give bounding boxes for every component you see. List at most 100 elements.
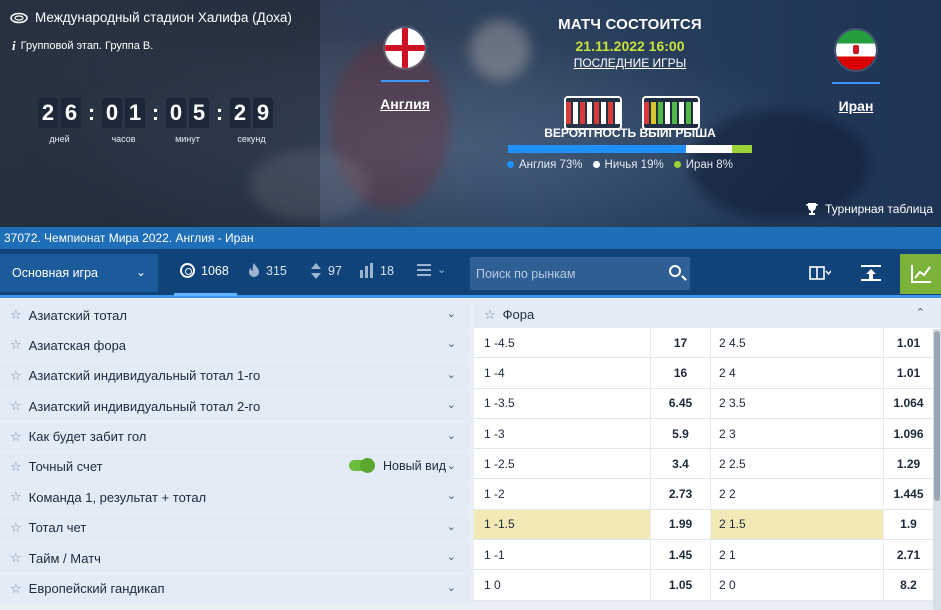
star-icon[interactable]: ☆ — [10, 398, 22, 414]
market-group-select[interactable]: Основная игра ⌄ — [0, 254, 158, 292]
star-icon[interactable]: ☆ — [10, 580, 22, 596]
odds-team2[interactable]: 1.9 — [883, 509, 933, 540]
outcome-team1[interactable]: 1 -3 — [484, 426, 505, 441]
outcome-team2[interactable]: 2 3 — [710, 418, 883, 449]
outcome-team1[interactable]: 1 -4 — [484, 365, 505, 380]
outcome-team1[interactable]: 1 -1 — [484, 547, 505, 562]
outcome-team2[interactable]: 2 1.5 — [710, 509, 883, 540]
outcome-team2[interactable]: 2 3.5 — [710, 388, 883, 418]
odds-team1[interactable]: 5.9 — [650, 418, 710, 449]
stats-chart-button[interactable] — [900, 254, 941, 294]
probability-segment-draw — [686, 145, 733, 153]
market-search-input[interactable] — [476, 266, 656, 281]
new-view-toggle-wrap: Новый вид — [349, 458, 446, 474]
form-bar — [686, 102, 691, 124]
layout-toggle-button[interactable] — [798, 254, 842, 292]
outcome-team2[interactable]: 2 2 — [710, 479, 883, 509]
filter-all-markets[interactable]: 1068 — [180, 263, 229, 278]
odds-team2[interactable]: 1.096 — [883, 418, 933, 449]
market-item[interactable]: ☆ Азиатский тотал ⌄ — [0, 301, 470, 329]
market-item[interactable]: ☆ Тайм / Матч ⌄ — [0, 544, 470, 573]
collapse-all-button[interactable] — [852, 254, 890, 292]
odds-team2[interactable]: 1.29 — [883, 449, 933, 479]
market-item[interactable]: ☆ Азиатский индивидуальный тотал 1-го ⌄ — [0, 361, 470, 390]
search-icon[interactable] — [669, 265, 681, 277]
market-label: Европейский гандикап — [28, 581, 165, 597]
odds-team2[interactable]: 1.064 — [883, 388, 933, 418]
outcome-team1[interactable]: 1 -1.5 — [474, 509, 650, 540]
market-item[interactable]: ☆ Азиатская фора ⌄ — [0, 331, 470, 360]
team-away-link[interactable]: Иран — [838, 98, 874, 114]
filter-list-dropdown[interactable]: ⌄ — [417, 263, 446, 276]
star-icon[interactable]: ☆ — [10, 337, 22, 353]
star-icon[interactable]: ☆ — [10, 519, 22, 535]
scrollbar[interactable] — [933, 329, 941, 610]
outcome-team1[interactable]: 1 -4.5 — [484, 335, 515, 350]
filter-movement-markets[interactable]: 97 — [310, 263, 342, 279]
odds-team1[interactable]: 17 — [650, 328, 710, 358]
outcome-team2[interactable]: 2 4.5 — [710, 328, 883, 358]
odds-team1[interactable]: 2.73 — [650, 479, 710, 509]
iran-flag-icon — [836, 30, 876, 70]
outcome-team1[interactable]: 1 -2.5 — [484, 456, 515, 471]
star-icon[interactable]: ☆ — [484, 306, 496, 322]
up-down-arrows-icon — [311, 263, 321, 279]
filter-hot-markets[interactable]: 315 — [248, 263, 287, 278]
handicap-row: 1 -3.5 6.45 2 3.5 1.064 — [474, 388, 941, 419]
legend-iran: Иран 8% — [673, 159, 733, 171]
market-item[interactable]: ☆ Точный счет Новый вид ⌄ — [0, 452, 470, 481]
market-item[interactable]: ☆ Как будет забит гол ⌄ — [0, 422, 470, 451]
background-shape — [690, 110, 870, 220]
flame-icon — [249, 263, 259, 277]
odds-team2[interactable]: 2.71 — [883, 540, 933, 570]
odds-team2[interactable]: 1.01 — [883, 328, 933, 358]
market-label: Азиатский индивидуальный тотал 2-го — [28, 398, 261, 414]
star-icon[interactable]: ☆ — [10, 307, 22, 322]
market-item[interactable]: ☆ Команда 1, результат + тотал ⌄ — [0, 483, 470, 512]
tournament-table-link[interactable]: Турнирная таблица — [805, 202, 933, 216]
form-bar — [672, 102, 677, 124]
probability-segment-england — [508, 145, 687, 153]
odds-team1[interactable]: 1.99 — [650, 509, 710, 540]
odds-team1[interactable]: 6.45 — [650, 388, 710, 418]
market-label: Тайм / Матч — [28, 550, 101, 566]
odds-team2[interactable]: 1.445 — [883, 479, 933, 509]
count-hot: 315 — [266, 263, 287, 278]
team-home-link[interactable]: Англия — [380, 96, 430, 112]
market-item[interactable]: ☆ Европейский гандикап ⌄ — [0, 574, 470, 603]
last-games-link[interactable]: ПОСЛЕДНИЕ ИГРЫ — [573, 56, 687, 70]
odds-team1[interactable]: 1.05 — [650, 570, 710, 600]
recent-form — [564, 96, 700, 130]
market-item[interactable]: ☆ Азиатский индивидуальный тотал 2-го ⌄ — [0, 392, 470, 421]
handicap-header[interactable]: ☆ Фора ⌃ — [474, 301, 941, 328]
outcome-team2[interactable]: 2 0 — [710, 570, 883, 600]
outcome-team1[interactable]: 1 -3.5 — [484, 396, 515, 411]
filter-stats-markets[interactable]: 18 — [360, 263, 394, 278]
outcome-team2[interactable]: 2 4 — [710, 358, 883, 388]
market-item[interactable]: ☆ Тотал чет ⌄ — [0, 513, 470, 542]
form-bar — [679, 102, 684, 124]
star-icon[interactable]: ☆ — [10, 428, 22, 444]
new-view-toggle[interactable] — [349, 458, 376, 474]
team-away-form-button[interactable] — [642, 96, 700, 130]
star-icon[interactable]: ☆ — [10, 550, 22, 566]
stage-label: Групповой этап. Группа B. — [20, 40, 154, 52]
odds-team2[interactable]: 8.2 — [883, 570, 933, 600]
outcome-team2[interactable]: 2 1 — [710, 540, 883, 570]
handicap-row: 1 -2.5 3.4 2 2.5 1.29 — [474, 449, 941, 480]
star-icon[interactable]: ☆ — [10, 458, 22, 474]
chevron-up-icon[interactable]: ⌃ — [915, 307, 925, 319]
win-probability-bar — [508, 145, 752, 153]
team-home-form-button[interactable] — [564, 96, 622, 130]
outcome-team2[interactable]: 2 2.5 — [710, 449, 883, 479]
scrollbar-thumb[interactable] — [934, 331, 940, 501]
star-icon[interactable]: ☆ — [10, 489, 22, 505]
star-icon[interactable]: ☆ — [10, 367, 22, 383]
breadcrumb: 37072. Чемпионат Мира 2022. Англия - Ира… — [0, 227, 941, 249]
odds-team1[interactable]: 3.4 — [650, 449, 710, 479]
odds-team1[interactable]: 16 — [650, 358, 710, 388]
odds-team1[interactable]: 1.45 — [650, 540, 710, 570]
outcome-team1[interactable]: 1 -2 — [484, 487, 505, 502]
odds-team2[interactable]: 1.01 — [883, 358, 933, 388]
outcome-team1[interactable]: 1 0 — [484, 578, 501, 593]
